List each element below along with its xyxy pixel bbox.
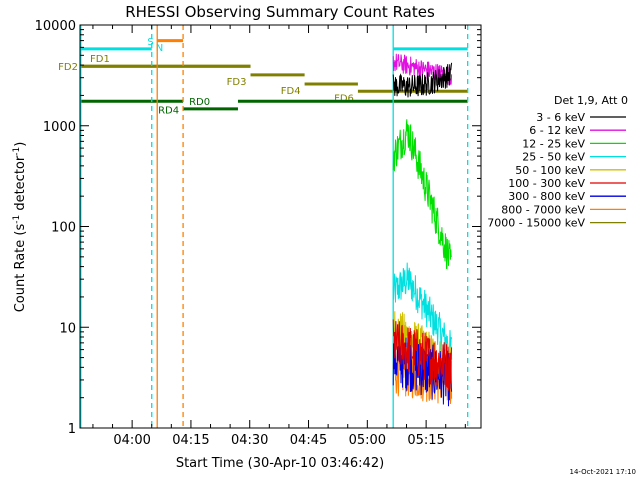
legend-label-5: 100 - 300 keV xyxy=(508,177,585,190)
x-tick-label-5: 05:15 xyxy=(407,433,444,448)
legend-label-6: 300 - 800 keV xyxy=(508,190,585,203)
flag-label-fd4: FD4 xyxy=(281,86,301,97)
x-tick-label-1: 04:15 xyxy=(172,433,209,448)
flag-label-fd2: FD2 xyxy=(58,62,78,73)
x-axis-label: Start Time (30-Apr-10 03:46:42) xyxy=(176,456,384,471)
chart-title: RHESSI Observing Summary Count Rates xyxy=(125,3,435,21)
x-tick-label-4: 05:00 xyxy=(349,433,386,448)
flag-label-rd0: RD0 xyxy=(189,97,210,108)
flag-label-s: S xyxy=(147,37,153,48)
legend-label-0: 3 - 6 keV xyxy=(536,111,585,124)
series-line-0 xyxy=(392,62,453,98)
flag-label-fd6: FD6 xyxy=(334,93,354,104)
series-line-2 xyxy=(392,119,452,270)
x-tick-label-3: 04:45 xyxy=(290,433,327,448)
legend-title: Det 1,9, Att 0 xyxy=(554,94,628,107)
render-timestamp: 14-Oct-2021 17:10 xyxy=(570,468,636,476)
flag-label-fd3: FD3 xyxy=(227,77,247,88)
y-tick-label-4: 10000 xyxy=(35,19,76,34)
x-tick-label-2: 04:30 xyxy=(231,433,268,448)
y-axis-label: Count Rate (s-1 detector-1) xyxy=(12,142,28,313)
series-line-3 xyxy=(392,262,453,360)
y-tick-label-1: 10 xyxy=(59,321,76,336)
legend-label-1: 6 - 12 keV xyxy=(529,124,585,137)
y-tick-label-3: 1000 xyxy=(43,120,76,135)
legend-label-3: 25 - 50 keV xyxy=(522,151,585,164)
observing-flags: FD1 FD2 FD3 FD4 FD6 RD4 RD0 SN xyxy=(58,37,468,116)
legend-label-8: 7000 - 15000 keV xyxy=(487,217,585,230)
legend-label-4: 50 - 100 keV xyxy=(515,164,585,177)
flag-label-fd1: FD1 xyxy=(90,54,110,65)
y-tick-label-2: 100 xyxy=(51,221,76,236)
legend-label-7: 800 - 7000 keV xyxy=(501,203,585,216)
flag-label-rd4: RD4 xyxy=(158,105,179,116)
count-rate-series xyxy=(392,53,453,407)
legend-label-2: 12 - 25 keV xyxy=(522,137,585,150)
flag-label-n: N xyxy=(156,43,163,54)
series-line-5 xyxy=(392,319,453,391)
x-tick-label-0: 04:00 xyxy=(113,433,150,448)
y-tick-label-0: 1 xyxy=(68,422,76,437)
y-axis-ticks: 1 10 100 1000 10000 xyxy=(35,19,481,437)
x-axis-ticks: 04:00 04:15 04:30 04:45 05:00 05:15 xyxy=(92,25,466,448)
